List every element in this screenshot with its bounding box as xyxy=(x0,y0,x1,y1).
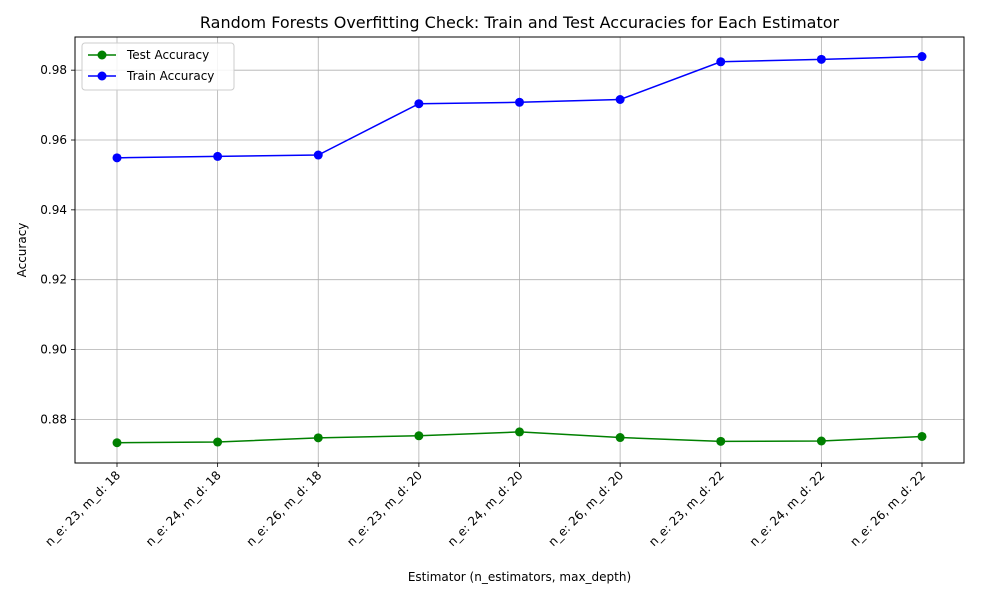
legend-label: Test Accuracy xyxy=(126,48,209,62)
data-point xyxy=(515,427,524,437)
data-point xyxy=(716,436,726,446)
y-tick-label: 0.94 xyxy=(40,203,67,217)
data-point xyxy=(917,52,927,62)
data-point xyxy=(816,54,826,64)
legend-marker xyxy=(97,71,107,81)
legend-marker xyxy=(97,50,107,60)
data-point xyxy=(313,150,323,160)
y-tick-label: 0.98 xyxy=(40,63,67,77)
data-point xyxy=(515,97,524,107)
data-point xyxy=(112,438,122,448)
y-tick-label: 0.88 xyxy=(40,412,67,426)
data-point xyxy=(414,431,424,441)
data-point xyxy=(213,437,223,447)
y-axis: 0.88 0.90 0.92 0.94 0.96 0.98 xyxy=(40,63,75,426)
grid xyxy=(75,37,964,463)
y-tick-label: 0.90 xyxy=(40,343,67,357)
x-axis-title: Estimator (n_estimators, max_depth) xyxy=(408,570,631,584)
legend-box xyxy=(81,42,235,91)
legend-item: Test Accuracy xyxy=(88,48,209,62)
data-point xyxy=(213,151,223,161)
y-tick-label: 0.92 xyxy=(40,273,67,287)
chart-title: Random Forests Overfitting Check: Train … xyxy=(200,13,840,32)
y-axis-title: Accuracy xyxy=(15,223,29,278)
data-point xyxy=(615,95,625,105)
data-point xyxy=(112,153,122,163)
series-train-accuracy xyxy=(112,52,927,163)
data-point xyxy=(816,436,826,446)
y-tick-label: 0.96 xyxy=(40,133,67,147)
legend: Test Accuracy Train Accuracy xyxy=(81,42,235,91)
data-point xyxy=(917,431,927,441)
data-point xyxy=(615,433,625,443)
legend-item: Train Accuracy xyxy=(88,69,214,83)
data-point xyxy=(414,99,424,109)
series-test-accuracy xyxy=(112,427,927,448)
data-point xyxy=(716,57,726,67)
data-point xyxy=(313,433,323,443)
legend-label: Train Accuracy xyxy=(126,69,214,83)
series-layer xyxy=(112,52,927,448)
